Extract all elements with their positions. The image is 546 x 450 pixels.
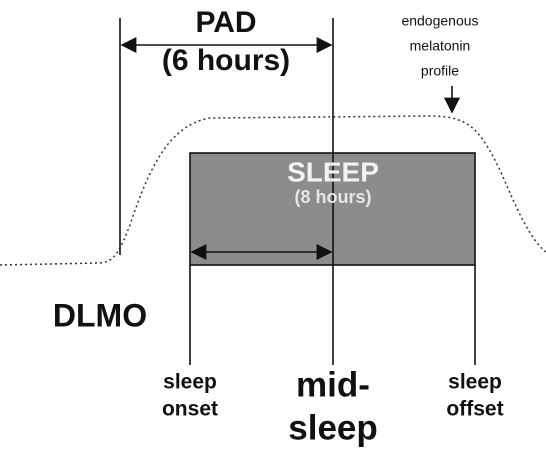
sleep-label: SLEEP bbox=[287, 156, 379, 187]
offset-label: sleep bbox=[448, 371, 502, 394]
mid-sleep-label: sleep bbox=[288, 408, 378, 447]
dlmo-label: DLMO bbox=[53, 297, 147, 333]
pad-label: PAD bbox=[195, 6, 256, 39]
mid-sleep-label: mid- bbox=[296, 365, 370, 404]
melatonin-label: profile bbox=[421, 63, 459, 79]
melatonin-curve bbox=[0, 115, 546, 266]
melatonin-label: melatonin bbox=[410, 38, 471, 54]
sleep-duration: (8 hours) bbox=[294, 187, 371, 207]
offset-label: offset bbox=[446, 398, 503, 421]
onset-label: sleep bbox=[163, 371, 217, 394]
onset-label: onset bbox=[162, 398, 218, 421]
melatonin-label: endogenous bbox=[401, 13, 478, 29]
pad-duration: (6 hours) bbox=[162, 44, 290, 77]
